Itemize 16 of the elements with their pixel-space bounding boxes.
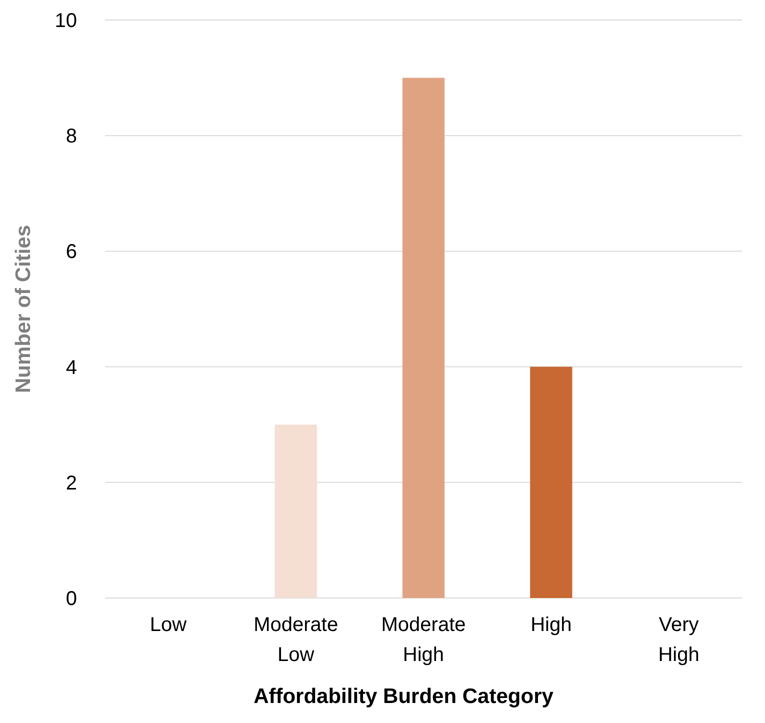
x-tick-label: High xyxy=(530,614,572,636)
x-tick-label: Moderate Low xyxy=(254,614,338,666)
bar xyxy=(274,424,317,598)
x-tick-label: Very High xyxy=(658,614,700,666)
y-tick-label: 6 xyxy=(66,241,77,264)
bar xyxy=(402,78,445,598)
bar xyxy=(530,366,572,598)
x-axis-title: Affordability Burden Category xyxy=(254,685,554,708)
x-tick-label: Low xyxy=(150,614,188,636)
y-tick-label: 4 xyxy=(66,356,77,379)
y-tick-label: 0 xyxy=(66,588,77,610)
y-tick-label: 2 xyxy=(66,472,77,494)
x-tick-label: Moderate High xyxy=(381,614,466,666)
y-tick-label: 10 xyxy=(54,10,77,32)
y-axis-title: Number of Cities xyxy=(12,224,35,394)
y-tick-label: 8 xyxy=(66,126,77,148)
